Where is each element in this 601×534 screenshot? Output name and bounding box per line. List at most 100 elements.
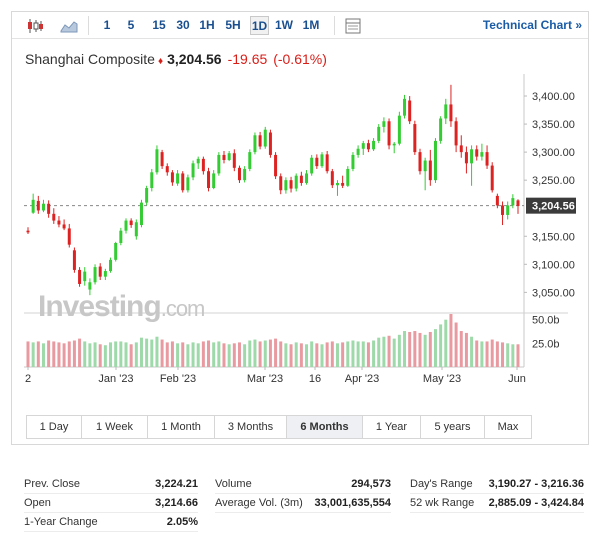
volume-bar	[335, 343, 339, 367]
table-view-icon[interactable]	[342, 16, 364, 35]
candle-body	[36, 200, 40, 211]
volume-bar	[325, 342, 329, 367]
volume-bar	[506, 343, 510, 367]
candlestick-icon[interactable]	[24, 16, 46, 35]
volume-bar	[268, 339, 272, 367]
candle-body	[93, 267, 97, 283]
y-tick-label: 3,100.00	[532, 259, 575, 271]
volume-bar	[155, 336, 159, 367]
stat-value: 2,885.09 - 3,424.84	[488, 497, 584, 509]
candle-body	[176, 173, 180, 184]
volume-bar	[98, 344, 102, 367]
candle-body	[160, 152, 164, 167]
range-max-button[interactable]: Max	[485, 416, 531, 438]
candle-body	[88, 282, 92, 290]
volume-bar	[114, 341, 118, 367]
volume-bar	[408, 331, 412, 367]
volume-bar	[361, 341, 365, 367]
interval-1w-button[interactable]: 1W	[275, 18, 293, 32]
interval-1d-button[interactable]: 1D	[250, 16, 269, 35]
candle-body	[423, 160, 427, 172]
volume-bar	[248, 340, 252, 367]
volume-bar	[299, 343, 303, 367]
candle-body	[78, 269, 82, 284]
candle-body	[501, 205, 505, 215]
volume-bar	[382, 336, 386, 367]
volume-bar	[263, 340, 267, 367]
range-1-day-button[interactable]: 1 Day	[27, 416, 82, 438]
volume-bar	[392, 338, 396, 367]
volume-bar	[124, 342, 128, 367]
interval-1m-button[interactable]: 1M	[302, 18, 320, 32]
range-selector: 1 Day 1 Week 1 Month 3 Months 6 Months 1 Year…	[26, 415, 532, 439]
volume-bar	[366, 342, 370, 367]
candle-body	[47, 203, 51, 214]
candle-body	[284, 180, 288, 191]
volume-bar	[423, 334, 427, 367]
volume-bar	[501, 342, 505, 367]
candle-body	[222, 154, 226, 160]
interval-30-button[interactable]: 30	[176, 18, 190, 32]
stat-row: Prev. Close 3,224.21	[24, 475, 198, 494]
volume-bar	[67, 341, 71, 367]
area-chart-icon[interactable]	[58, 16, 80, 35]
volume-bar	[387, 335, 391, 367]
stat-row: 52 wk Range 2,885.09 - 3,424.84	[410, 494, 584, 513]
volume-bar	[274, 338, 278, 367]
instrument-header: Shanghai Composite ♦ 3,204.56 -19.65 (-0.61…	[25, 51, 327, 67]
volume-bar	[428, 331, 432, 367]
interval-5h-button[interactable]: 5H	[225, 18, 241, 32]
technical-chart-link[interactable]: Technical Chart »	[483, 18, 582, 32]
volume-bar	[284, 343, 288, 367]
range-1-month-button[interactable]: 1 Month	[148, 416, 215, 438]
volume-bar	[93, 342, 97, 367]
x-tick-label: 2	[25, 373, 31, 385]
volume-bar	[516, 344, 520, 367]
candle-body	[232, 153, 236, 168]
volume-bar	[305, 344, 309, 367]
candle-body	[392, 143, 396, 146]
candle-body	[464, 152, 468, 164]
volume-bar	[444, 319, 448, 367]
candle-body	[361, 143, 365, 149]
interval-1-button[interactable]: 1	[103, 18, 111, 32]
down-arrow-icon: ♦	[157, 56, 164, 67]
candle-body	[129, 220, 133, 226]
range-1-week-button[interactable]: 1 Week	[82, 416, 148, 438]
volume-bar	[129, 344, 133, 367]
candle-body	[207, 171, 211, 189]
last-price-tag	[526, 197, 576, 214]
x-tick-label: Jun	[508, 373, 526, 385]
range-5-years-button[interactable]: 5 years	[421, 416, 485, 438]
volume-bar	[449, 314, 453, 367]
stat-row: Day's Range 3,190.27 - 3,216.36	[410, 475, 584, 494]
candle-body	[397, 115, 401, 144]
volume-bar	[26, 341, 30, 367]
range-6-months-button[interactable]: 6 Months	[287, 416, 363, 438]
candle-body	[433, 140, 437, 181]
stat-label: Open	[24, 497, 51, 509]
candle-body	[62, 224, 66, 229]
candle-body	[346, 168, 350, 186]
price-chart[interactable]: Investing.com 3,400.00 3,350.00 3,300.00 3,2…	[12, 12, 588, 444]
candle-body	[150, 172, 154, 189]
volume-bar	[150, 339, 154, 367]
interval-15-button[interactable]: 15	[152, 18, 166, 32]
candle-body	[475, 149, 479, 157]
interval-1h-button[interactable]: 1H	[199, 18, 215, 32]
price-change-percent: (-0.61%)	[273, 51, 327, 67]
range-3-months-button[interactable]: 3 Months	[215, 416, 287, 438]
candle-body	[109, 259, 113, 272]
volume-bar	[413, 331, 417, 367]
interval-5-button[interactable]: 5	[127, 18, 135, 32]
volume-bar	[119, 341, 123, 367]
volume-bar	[315, 343, 319, 367]
candle-body	[418, 152, 422, 172]
volume-bar	[41, 343, 45, 367]
candle-body	[67, 228, 71, 245]
candle-body	[480, 152, 484, 157]
stat-row: 1-Year Change 2.05%	[24, 513, 198, 532]
volume-bar	[279, 341, 283, 367]
volume-bar	[330, 341, 334, 367]
range-1-year-button[interactable]: 1 Year	[363, 416, 421, 438]
